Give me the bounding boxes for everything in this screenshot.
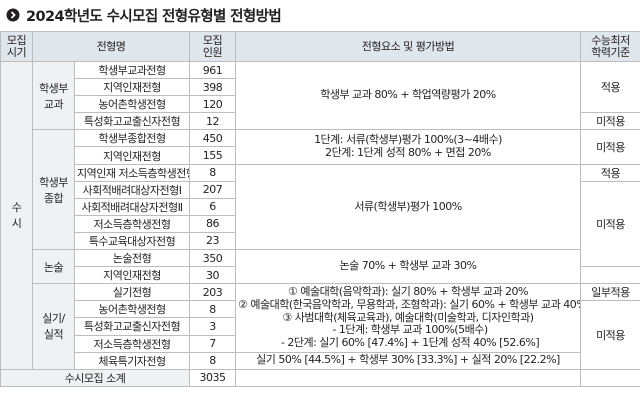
type-name: 지역인재 저소득층학생전형 [74, 163, 190, 182]
min-standard-cell: 미적용 [580, 300, 640, 370]
type-name: 지역인재전형 [74, 78, 190, 97]
quota-value: 12 [189, 112, 236, 131]
table-row: 논술 논술전형 350 논술 70% + 학생부 교과 30% 적용 [1, 249, 640, 285]
method-cell: ① 예술대학(음악학과): 실기 80% + 학생부 교과 20% ② 예술대학… [235, 283, 581, 353]
quota-value: 155 [189, 146, 236, 165]
type-name: 농어촌학생전형 [74, 300, 190, 319]
type-name: 논술전형 [74, 249, 190, 268]
quota-value: 961 [189, 60, 236, 80]
min-standard-cell: 미적용 [580, 112, 640, 131]
total-min-empty [580, 368, 640, 387]
header-method: 전형요소 및 평가방법 [235, 31, 581, 62]
quota-value: 8 [189, 351, 236, 370]
min-standard-cell: 적용 [580, 163, 640, 182]
method-cell: 논술 70% + 학생부 교과 30% [235, 249, 581, 285]
header-min-standard: 수능최저 학력기준 [580, 31, 640, 62]
title-text: 2024학년도 수시모집 전형유형별 전형방법 [26, 8, 282, 25]
method-cell: 실기 50% [44.5%] + 학생부 30% [33.3%] + 실적 20… [235, 351, 581, 370]
type-name: 학생부교과전형 [74, 60, 190, 80]
quota-value: 120 [189, 95, 236, 114]
table-row: 농어촌학생전형 8 미적용 [1, 300, 640, 370]
table-row: 사회적배려대상자전형Ⅰ 207 미적용 [1, 180, 640, 268]
type-name: 사회적배려대상자전형Ⅱ [74, 197, 190, 216]
group-cell-gyogwa: 학생부 교과 [32, 60, 75, 131]
quota-value: 23 [189, 231, 236, 251]
quota-value: 450 [189, 129, 236, 148]
circle-chevron-icon [6, 8, 20, 22]
method-cell: 서류(학생부)평가 100% [235, 163, 581, 251]
table-row: 실기/실적 실기전형 203 ① 예술대학(음악학과): 실기 80% + 학생… [1, 283, 640, 370]
quota-value: 30 [189, 266, 236, 285]
min-standard-cell: 미적용 [580, 180, 640, 268]
type-name: 학생부종합전형 [74, 129, 190, 148]
page-title: 2024학년도 수시모집 전형유형별 전형방법 [6, 4, 282, 26]
type-name: 저소득층학생전형 [74, 334, 190, 353]
type-name: 지역인재전형 [74, 146, 190, 165]
header-type: 전형명 [32, 31, 190, 62]
type-name: 실기전형 [74, 283, 190, 302]
method-line: ② 예술대학(한국음악학과, 무용학과, 조형학과): 실기 60% + 학생부… [238, 298, 581, 312]
type-name: 사회적배려대상자전형Ⅰ [74, 180, 190, 199]
header-quota: 모집 인원 [189, 31, 236, 62]
quota-value: 86 [189, 214, 236, 233]
table-row: 특수교육대상자전형 23 [1, 231, 640, 251]
method-cell: 1단계: 서류(학생부)평가 100%(3~4배수) 2단계: 1단계 성적 8… [235, 129, 581, 165]
type-name: 체육특기자전형 [74, 351, 190, 370]
method-cell: 학생부 교과 80% + 학업역량평가 20% [235, 60, 581, 131]
group-cell-silgi: 실기/실적 [32, 283, 75, 370]
quota-value: 8 [189, 300, 236, 319]
quota-value: 350 [189, 249, 236, 268]
group-cell-nonsul: 논술 [32, 249, 75, 285]
quota-value: 7 [189, 334, 236, 353]
quota-value: 6 [189, 197, 236, 216]
table-row: 학생부 종합 학생부종합전형 450 1단계: 서류(학생부)평가 100%(3~… [1, 129, 640, 251]
quota-value: 203 [189, 283, 236, 302]
header-period: 모집 시기 [0, 31, 33, 62]
method-line: - 2단계: 실기 60% [47.4%] + 1단계 성적 40% [52.6… [280, 335, 540, 349]
group-cell-jonghap: 학생부 종합 [32, 129, 75, 251]
table-row: 지역인재전형 30 [1, 266, 640, 285]
method-line: ① 예술대학(음악학과): 실기 80% + 학생부 교과 20% [287, 285, 529, 299]
method-line: 2단계: 1단계 성적 80% + 면접 20% [325, 145, 491, 159]
total-method-empty [235, 368, 581, 387]
total-row: 수시모집 소계 3035 [0, 368, 640, 387]
method-line: 1단계: 서류(학생부)평가 100%(3~4배수) [314, 133, 502, 147]
table-row: 특성화고교출신자전형 3 [1, 317, 640, 336]
type-name: 농어촌학생전형 [74, 95, 190, 114]
type-name: 특성화고교출신자전형 [74, 112, 190, 131]
min-standard-cell: 미적용 [580, 129, 640, 165]
table-header-row: 모집 시기 전형명 모집 인원 전형요소 및 평가방법 수능최저 학력기준 [0, 31, 640, 62]
total-value: 3035 [189, 368, 236, 387]
quota-value: 398 [189, 78, 236, 97]
table-row: 저소득층학생전형 86 [1, 214, 640, 233]
table-row: 지역인재 저소득층학생전형 8 서류(학생부)평가 100% 적용 [1, 163, 640, 251]
table-row: 체육특기자전형 8 실기 50% [44.5%] + 학생부 30% [33.3… [1, 351, 640, 370]
method-line: ③ 사범대학(체육교육과), 예술대학(미술학과, 디자인학과) [282, 310, 534, 324]
quota-value: 207 [189, 180, 236, 199]
type-name: 저소득층학생전형 [74, 214, 190, 233]
type-name: 특성화고교출신자전형 [74, 317, 190, 336]
table-row: 지역인재전형 155 [1, 146, 640, 165]
method-line: - 1단계: 학생부 교과 100%(5배수) [332, 323, 488, 337]
min-standard-cell: 일부적용 [580, 283, 640, 302]
table-row: 저소득층학생전형 7 [1, 334, 640, 353]
min-standard-cell: 적용 [580, 60, 640, 114]
total-label: 수시모집 소계 [0, 368, 190, 387]
type-name: 특수교육대상자전형 [74, 231, 190, 251]
type-name: 지역인재전형 [74, 266, 190, 285]
quota-value: 3 [189, 317, 236, 336]
quota-value: 8 [189, 163, 236, 182]
